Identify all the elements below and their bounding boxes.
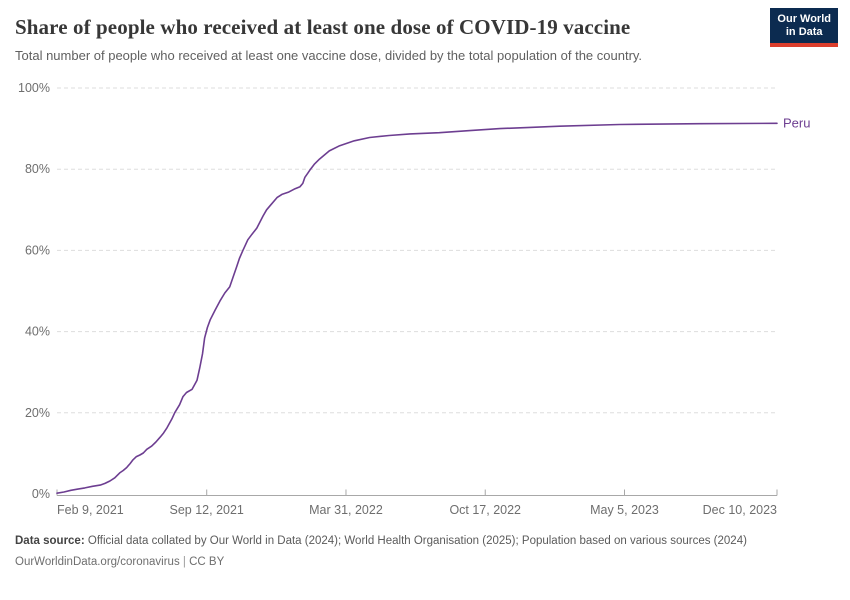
header: Share of people who received at least on… [15,15,755,64]
x-axis-tick-label: Mar 31, 2022 [309,503,383,517]
y-axis-tick-label: 20% [25,406,50,420]
y-axis-tick-label: 80% [25,162,50,176]
x-axis-tick-label: Dec 10, 2023 [703,503,777,517]
license-line: OurWorldinData.org/coronavirus | CC BY [15,554,815,571]
footer: Data source: Official data collated by O… [15,533,815,571]
data-source-text: Official data collated by Our World in D… [87,535,747,547]
x-axis-tick-label: May 5, 2023 [590,503,659,517]
y-axis-tick-label: 40% [25,325,50,339]
logo-line-1: Our World [777,13,831,25]
license-link[interactable]: OurWorldinData.org/coronavirus [15,556,180,568]
series-line-peru[interactable] [56,122,778,494]
page-subtitle: Total number of people who received at l… [15,48,643,64]
data-source-label: Data source: [15,535,85,547]
data-source-line: Data source: Official data collated by O… [15,533,815,550]
license-text: CC BY [189,556,225,568]
page-title: Share of people who received at least on… [15,15,631,39]
x-axis-tick-label: Oct 17, 2022 [449,503,521,517]
y-axis-tick-label: 0% [32,487,50,501]
series-entity-label[interactable]: Peru [783,115,810,130]
owid-logo[interactable]: Our World in Data [770,8,838,47]
y-axis-tick-label: 60% [25,243,50,257]
license-separator: | [182,556,186,568]
x-axis-tick-label: Sep 12, 2021 [170,503,244,517]
y-axis-tick-label: 100% [18,81,50,95]
x-axis-tick-label: Feb 9, 2021 [57,503,124,517]
logo-line-2: in Data [785,26,823,38]
